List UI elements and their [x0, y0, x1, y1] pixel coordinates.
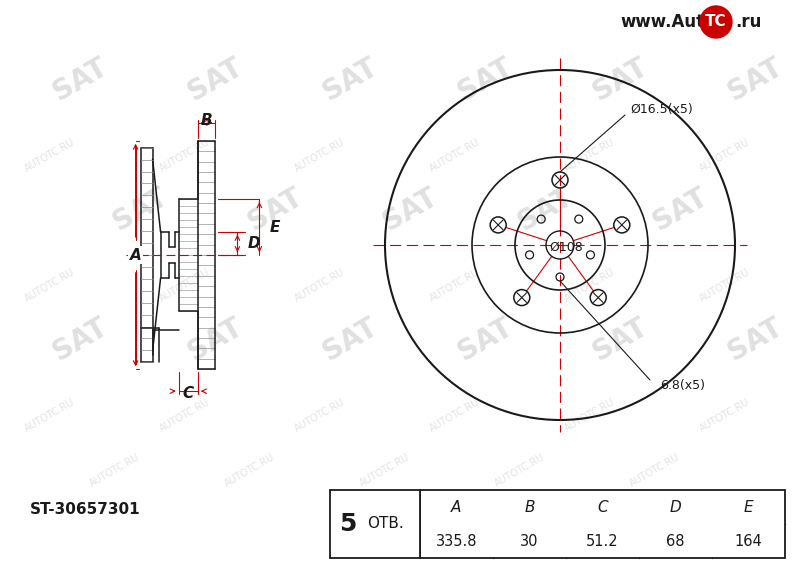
Text: C: C	[597, 500, 608, 515]
Text: SAT: SAT	[48, 53, 112, 107]
Text: AUTOTC.RU: AUTOTC.RU	[563, 266, 617, 303]
Text: SAT: SAT	[513, 183, 578, 237]
Text: SAT: SAT	[182, 53, 247, 107]
Text: AUTOTC.RU: AUTOTC.RU	[628, 452, 682, 488]
Text: SAT: SAT	[588, 313, 652, 367]
Text: AUTOTC.RU: AUTOTC.RU	[293, 266, 347, 303]
Text: AUTOTC.RU: AUTOTC.RU	[563, 136, 617, 174]
Text: AUTOTC.RU: AUTOTC.RU	[293, 397, 347, 433]
Text: AUTOTC.RU: AUTOTC.RU	[428, 266, 482, 303]
Text: Ø16.5(x5): Ø16.5(x5)	[630, 104, 693, 116]
Circle shape	[700, 6, 732, 38]
Text: AUTOTC.RU: AUTOTC.RU	[88, 452, 142, 488]
Text: B: B	[201, 113, 213, 128]
Text: SAT: SAT	[182, 313, 247, 367]
Text: E: E	[744, 500, 754, 515]
Text: AUTOTC.RU: AUTOTC.RU	[428, 136, 482, 174]
Text: AUTOTC.RU: AUTOTC.RU	[563, 397, 617, 433]
Text: AUTOTC.RU: AUTOTC.RU	[698, 266, 752, 303]
Text: SAT: SAT	[648, 183, 712, 237]
Text: AUTOTC.RU: AUTOTC.RU	[428, 397, 482, 433]
Text: AUTOTC.RU: AUTOTC.RU	[493, 452, 547, 488]
Text: 30: 30	[520, 533, 538, 548]
Text: 164: 164	[734, 533, 762, 548]
Text: AUTOTC.RU: AUTOTC.RU	[23, 136, 77, 174]
Text: A: A	[130, 248, 142, 262]
Text: E: E	[270, 219, 280, 234]
Text: 6.8(x5): 6.8(x5)	[660, 379, 705, 391]
Text: 5: 5	[339, 512, 357, 536]
Text: A: A	[451, 500, 462, 515]
Text: SAT: SAT	[722, 313, 787, 367]
Text: D: D	[247, 236, 260, 251]
Text: AUTOTC.RU: AUTOTC.RU	[358, 452, 412, 488]
Bar	[330, 490, 420, 558]
Text: SAT: SAT	[453, 53, 518, 107]
Text: B: B	[524, 500, 534, 515]
Text: AUTOTC.RU: AUTOTC.RU	[23, 266, 77, 303]
Bar	[420, 490, 785, 558]
Text: C: C	[182, 386, 194, 401]
Text: 335.8: 335.8	[436, 533, 478, 548]
Text: .ru: .ru	[735, 13, 762, 31]
Text: AUTOTC.RU: AUTOTC.RU	[223, 452, 277, 488]
Text: AUTOTC.RU: AUTOTC.RU	[698, 397, 752, 433]
Text: 51.2: 51.2	[586, 533, 619, 548]
Text: AUTOTC.RU: AUTOTC.RU	[158, 136, 212, 174]
Text: ОТВ.: ОТВ.	[366, 516, 403, 532]
Text: Ø108: Ø108	[549, 241, 583, 253]
Text: AUTOTC.RU: AUTOTC.RU	[23, 397, 77, 433]
Text: SAT: SAT	[722, 53, 787, 107]
Text: 68: 68	[666, 533, 685, 548]
Text: SAT: SAT	[588, 53, 652, 107]
Text: SAT: SAT	[453, 313, 518, 367]
Text: SAT: SAT	[378, 183, 442, 237]
Text: SAT: SAT	[318, 53, 382, 107]
Text: AUTOTC.RU: AUTOTC.RU	[293, 136, 347, 174]
Text: SAT: SAT	[48, 313, 112, 367]
Text: SAT: SAT	[318, 313, 382, 367]
Text: AUTOTC.RU: AUTOTC.RU	[158, 266, 212, 303]
Text: SAT: SAT	[242, 183, 307, 237]
Text: ST-30657301: ST-30657301	[30, 503, 141, 517]
Text: AUTOTC.RU: AUTOTC.RU	[158, 397, 212, 433]
Text: SAT: SAT	[108, 183, 172, 237]
Text: TC: TC	[705, 14, 727, 29]
Text: AUTOTC.RU: AUTOTC.RU	[698, 136, 752, 174]
Text: www.Auto: www.Auto	[620, 13, 716, 31]
Text: D: D	[670, 500, 682, 515]
